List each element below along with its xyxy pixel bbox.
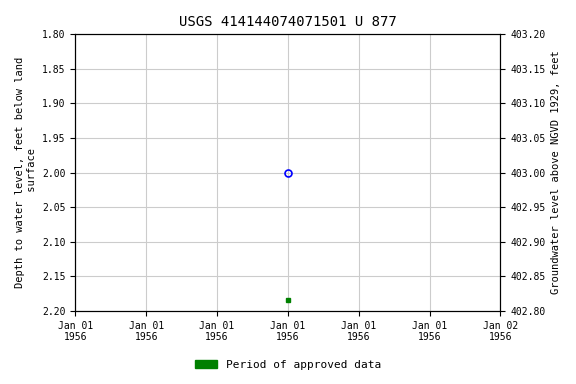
Title: USGS 414144074071501 U 877: USGS 414144074071501 U 877 (179, 15, 397, 29)
Legend: Period of approved data: Period of approved data (191, 356, 385, 375)
Y-axis label: Groundwater level above NGVD 1929, feet: Groundwater level above NGVD 1929, feet (551, 51, 561, 295)
Y-axis label: Depth to water level, feet below land
 surface: Depth to water level, feet below land su… (15, 57, 37, 288)
